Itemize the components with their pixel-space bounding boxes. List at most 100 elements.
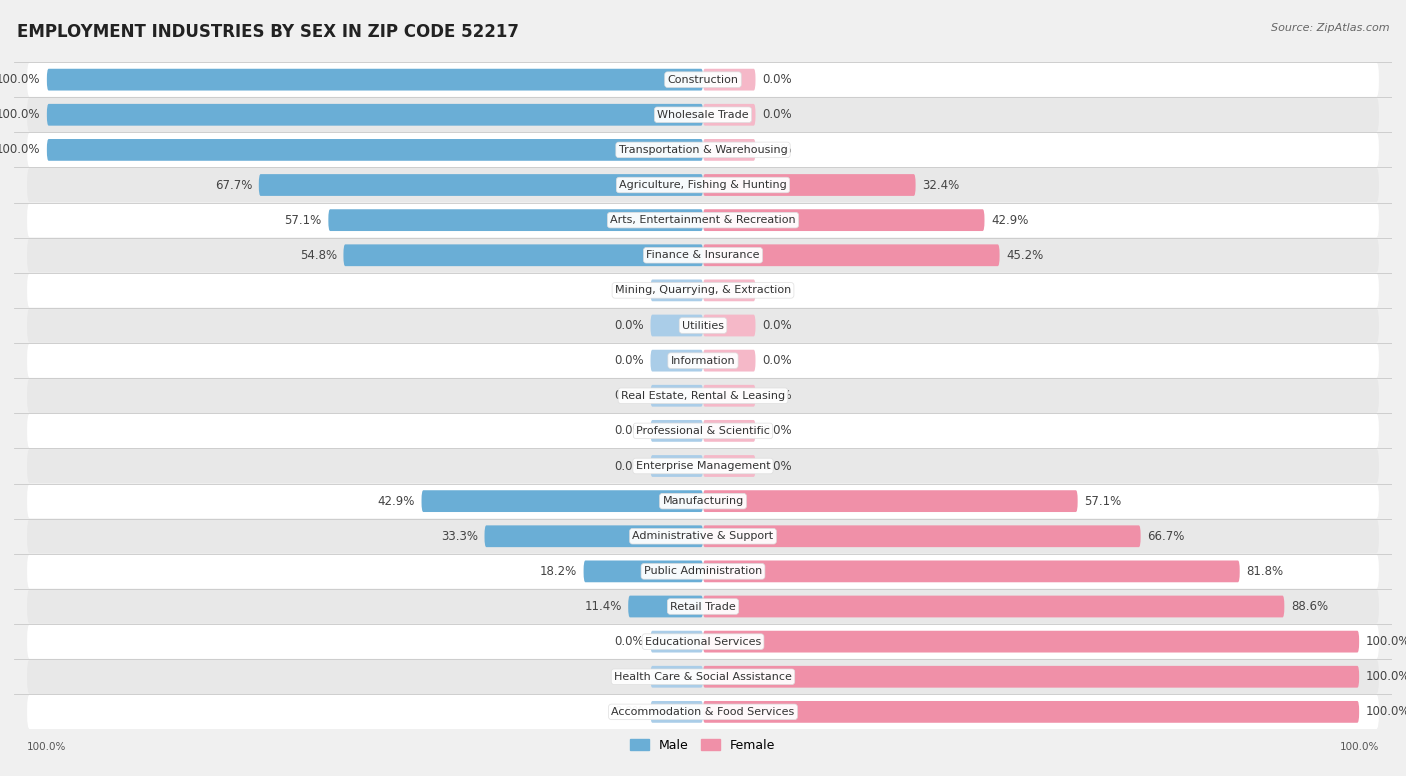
FancyBboxPatch shape: [485, 525, 703, 547]
Text: 100.0%: 100.0%: [1365, 635, 1406, 648]
Text: Professional & Scientific: Professional & Scientific: [636, 426, 770, 436]
FancyBboxPatch shape: [27, 238, 1379, 272]
Text: Health Care & Social Assistance: Health Care & Social Assistance: [614, 672, 792, 682]
Text: 100.0%: 100.0%: [0, 109, 41, 121]
Text: Construction: Construction: [668, 74, 738, 85]
Text: Wholesale Trade: Wholesale Trade: [657, 109, 749, 120]
Text: 0.0%: 0.0%: [762, 284, 792, 297]
Text: Agriculture, Fishing & Hunting: Agriculture, Fishing & Hunting: [619, 180, 787, 190]
FancyBboxPatch shape: [27, 554, 1379, 588]
FancyBboxPatch shape: [583, 560, 703, 582]
FancyBboxPatch shape: [703, 279, 755, 301]
FancyBboxPatch shape: [651, 666, 703, 688]
Text: 100.0%: 100.0%: [1340, 743, 1379, 752]
Text: 0.0%: 0.0%: [762, 144, 792, 157]
FancyBboxPatch shape: [703, 490, 1077, 512]
Text: Retail Trade: Retail Trade: [671, 601, 735, 611]
Text: 66.7%: 66.7%: [1147, 530, 1185, 542]
Text: Administrative & Support: Administrative & Support: [633, 532, 773, 541]
FancyBboxPatch shape: [703, 174, 915, 196]
Text: Educational Services: Educational Services: [645, 636, 761, 646]
Text: 11.4%: 11.4%: [585, 600, 621, 613]
Text: 0.0%: 0.0%: [614, 354, 644, 367]
FancyBboxPatch shape: [651, 350, 703, 372]
FancyBboxPatch shape: [703, 701, 1360, 722]
Text: 0.0%: 0.0%: [762, 109, 792, 121]
FancyBboxPatch shape: [27, 660, 1379, 694]
FancyBboxPatch shape: [703, 525, 1140, 547]
Text: Accommodation & Food Services: Accommodation & Food Services: [612, 707, 794, 717]
Text: 0.0%: 0.0%: [614, 284, 644, 297]
FancyBboxPatch shape: [703, 314, 755, 337]
Text: 88.6%: 88.6%: [1291, 600, 1329, 613]
Text: 0.0%: 0.0%: [762, 354, 792, 367]
FancyBboxPatch shape: [27, 133, 1379, 167]
Text: 0.0%: 0.0%: [614, 705, 644, 719]
FancyBboxPatch shape: [703, 596, 1284, 618]
Text: 33.3%: 33.3%: [441, 530, 478, 542]
FancyBboxPatch shape: [27, 484, 1379, 518]
Text: 0.0%: 0.0%: [762, 319, 792, 332]
Text: Real Estate, Rental & Leasing: Real Estate, Rental & Leasing: [621, 391, 785, 400]
Text: 100.0%: 100.0%: [1365, 705, 1406, 719]
FancyBboxPatch shape: [27, 379, 1379, 413]
Text: 0.0%: 0.0%: [614, 390, 644, 402]
Text: Public Administration: Public Administration: [644, 566, 762, 577]
Text: 67.7%: 67.7%: [215, 178, 252, 192]
FancyBboxPatch shape: [651, 385, 703, 407]
FancyBboxPatch shape: [27, 308, 1379, 343]
FancyBboxPatch shape: [27, 449, 1379, 483]
Text: 57.1%: 57.1%: [1084, 494, 1122, 508]
FancyBboxPatch shape: [27, 203, 1379, 237]
Text: 0.0%: 0.0%: [762, 424, 792, 438]
Text: 18.2%: 18.2%: [540, 565, 576, 578]
Legend: Male, Female: Male, Female: [626, 733, 780, 757]
Text: 81.8%: 81.8%: [1246, 565, 1284, 578]
Text: 100.0%: 100.0%: [0, 144, 41, 157]
FancyBboxPatch shape: [46, 104, 703, 126]
FancyBboxPatch shape: [703, 350, 755, 372]
FancyBboxPatch shape: [703, 455, 755, 477]
FancyBboxPatch shape: [703, 420, 755, 442]
FancyBboxPatch shape: [46, 139, 703, 161]
FancyBboxPatch shape: [27, 344, 1379, 378]
FancyBboxPatch shape: [343, 244, 703, 266]
FancyBboxPatch shape: [27, 62, 1379, 97]
FancyBboxPatch shape: [651, 701, 703, 722]
FancyBboxPatch shape: [27, 98, 1379, 132]
FancyBboxPatch shape: [27, 168, 1379, 203]
Text: EMPLOYMENT INDUSTRIES BY SEX IN ZIP CODE 52217: EMPLOYMENT INDUSTRIES BY SEX IN ZIP CODE…: [17, 23, 519, 41]
Text: Utilities: Utilities: [682, 320, 724, 331]
Text: Manufacturing: Manufacturing: [662, 496, 744, 506]
FancyBboxPatch shape: [703, 666, 1360, 688]
FancyBboxPatch shape: [703, 631, 1360, 653]
FancyBboxPatch shape: [651, 420, 703, 442]
FancyBboxPatch shape: [703, 69, 755, 91]
Text: 32.4%: 32.4%: [922, 178, 959, 192]
FancyBboxPatch shape: [422, 490, 703, 512]
Text: Arts, Entertainment & Recreation: Arts, Entertainment & Recreation: [610, 215, 796, 225]
FancyBboxPatch shape: [651, 314, 703, 337]
Text: 0.0%: 0.0%: [762, 390, 792, 402]
Text: 54.8%: 54.8%: [299, 249, 337, 262]
FancyBboxPatch shape: [703, 244, 1000, 266]
FancyBboxPatch shape: [651, 455, 703, 477]
Text: 42.9%: 42.9%: [378, 494, 415, 508]
Text: 0.0%: 0.0%: [614, 635, 644, 648]
FancyBboxPatch shape: [46, 69, 703, 91]
FancyBboxPatch shape: [703, 385, 755, 407]
Text: 100.0%: 100.0%: [27, 743, 66, 752]
FancyBboxPatch shape: [27, 695, 1379, 729]
FancyBboxPatch shape: [651, 279, 703, 301]
Text: Finance & Insurance: Finance & Insurance: [647, 251, 759, 260]
Text: Information: Information: [671, 355, 735, 365]
Text: 0.0%: 0.0%: [614, 424, 644, 438]
FancyBboxPatch shape: [259, 174, 703, 196]
FancyBboxPatch shape: [628, 596, 703, 618]
Text: 42.9%: 42.9%: [991, 213, 1028, 227]
Text: 100.0%: 100.0%: [1365, 670, 1406, 683]
Text: 57.1%: 57.1%: [284, 213, 322, 227]
FancyBboxPatch shape: [703, 104, 755, 126]
FancyBboxPatch shape: [27, 273, 1379, 307]
FancyBboxPatch shape: [27, 414, 1379, 448]
